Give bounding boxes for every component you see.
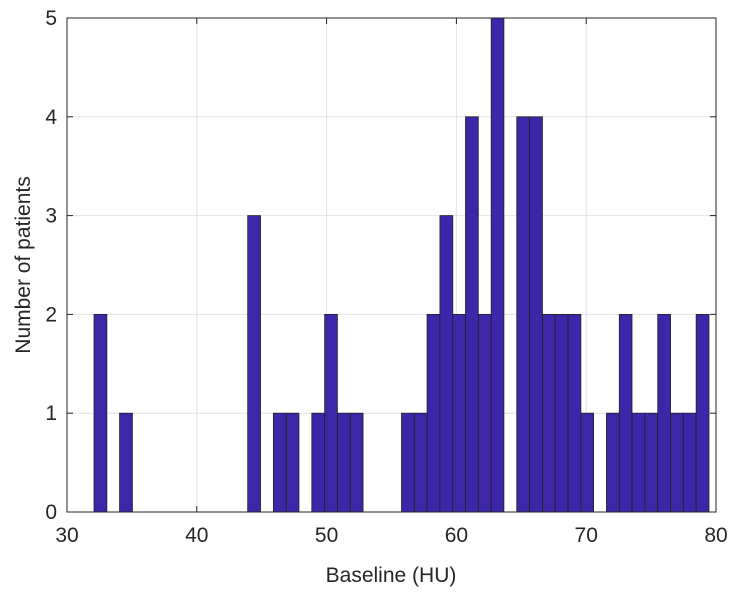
bar [272, 412, 287, 513]
bar [426, 313, 441, 513]
y-tick-label: 4 [45, 106, 57, 129]
bar [606, 412, 620, 513]
bar [631, 412, 646, 513]
x-tick-label: 70 [575, 524, 598, 547]
bar [542, 313, 556, 513]
bar [285, 412, 300, 513]
bar [465, 116, 479, 513]
bar [439, 215, 454, 513]
x-tick-label: 80 [704, 524, 727, 547]
bar [477, 313, 492, 513]
x-tick-label: 50 [315, 524, 338, 547]
bar [580, 412, 594, 513]
bar [336, 412, 351, 513]
x-tick-label: 60 [445, 524, 468, 547]
bar [401, 412, 415, 513]
bar [618, 313, 633, 513]
y-axis-label: Number of patients [12, 176, 35, 353]
bar [529, 116, 543, 513]
x-axis-label: Baseline (HU) [326, 564, 457, 587]
bar [554, 313, 569, 513]
bar [644, 412, 659, 513]
x-tick-label: 40 [185, 524, 208, 547]
bar [452, 313, 466, 513]
bar [670, 412, 684, 513]
y-tick-label: 0 [45, 501, 57, 524]
bar [695, 313, 710, 513]
y-tick-label: 3 [45, 205, 57, 228]
bar [349, 412, 364, 513]
bar [324, 313, 338, 513]
bar [516, 116, 531, 513]
y-tick-label: 1 [45, 402, 57, 425]
x-tick-label: 30 [55, 524, 78, 547]
bar [413, 412, 428, 513]
bar [682, 412, 697, 513]
y-tick-label: 5 [45, 7, 57, 30]
bar [657, 313, 671, 513]
bar [93, 313, 108, 513]
bar [119, 412, 133, 513]
y-tick-label: 2 [45, 303, 57, 326]
bar [567, 313, 582, 513]
axes-box [66, 17, 717, 513]
bar [311, 412, 326, 513]
bar [247, 215, 261, 513]
bar [490, 17, 505, 513]
